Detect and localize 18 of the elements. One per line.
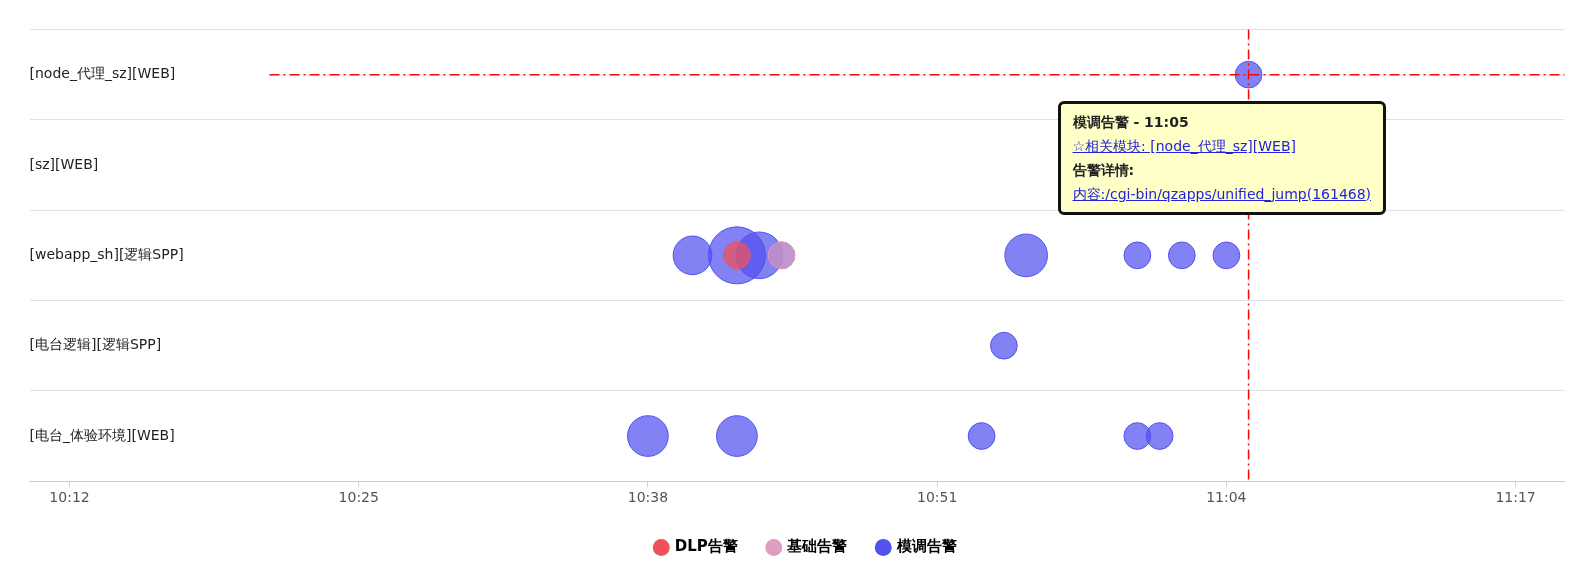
y-tick-label: [电台_体验环境][WEB] [29,426,175,443]
x-tick-label: 10:12 [49,489,90,506]
annotation: 模调告警 - 11:05 [1072,112,1190,132]
annotation: 告警详情: [1072,160,1136,180]
x-tick-label: 10:38 [627,489,669,506]
x-tick-label: 10:25 [338,489,379,506]
legend-label: 基础告警 [786,537,848,556]
y-tick-label: [sz][WEB] [29,155,99,172]
legend-label: 模调告警 [895,537,957,556]
y-tick-label: [电台逻辑][逻辑SPP] [29,336,162,353]
legend-label: DLP告警 [674,537,738,556]
x-tick-label: 10:51 [916,489,958,506]
y-tick-label: [node_代理_sz][WEB] [29,65,176,82]
y-tick-label: [webapp_sh][逻辑SPP] [29,245,184,262]
x-tick-label: 11:04 [1206,489,1247,506]
x-tick-label: 11:17 [1495,489,1536,506]
annotation: 内容:/cgi-bin/qzapps/unified_jump(161468) [1072,184,1372,204]
annotation: ☆相关模块: [node_代理_sz][WEB] [1072,136,1297,156]
